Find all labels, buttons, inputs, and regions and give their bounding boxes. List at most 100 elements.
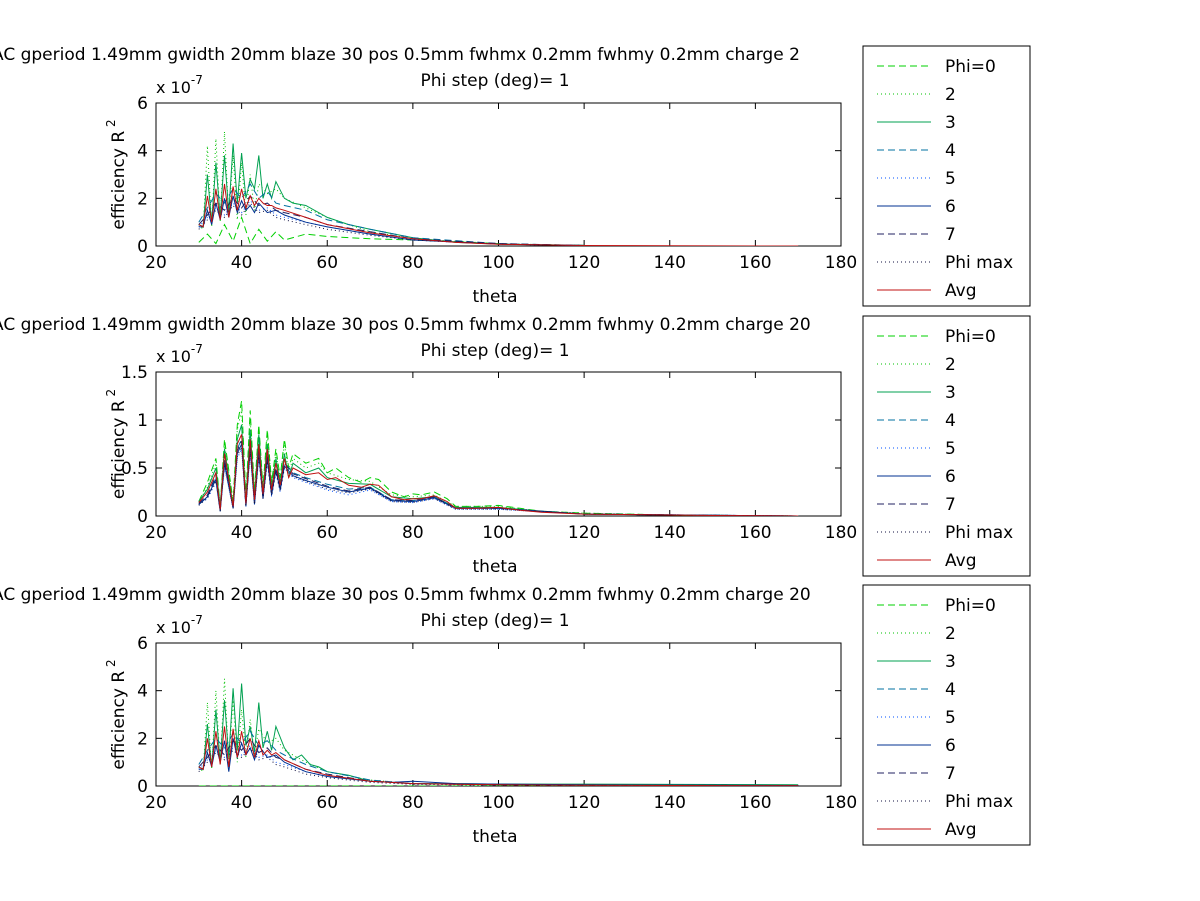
x-axis-label: theta [473,557,518,577]
x-tick-label: 180 [825,523,857,543]
x-tick-label: 120 [568,793,600,813]
x-tick-label: 80 [402,793,424,813]
y-axis-label: efficiency R 2 [104,119,129,229]
legend-entry: Phi=0 [945,327,996,347]
x-tick-label: 20 [145,793,167,813]
legend-entry: 5 [945,439,956,459]
legend-entry: 3 [945,113,956,133]
series-line-7 [198,195,585,246]
x-tick-label: 100 [482,253,514,273]
series-line-4 [198,730,799,786]
series-line-3 [198,683,799,786]
legend-entry: 4 [945,680,956,700]
legend-box [862,584,1031,846]
legend: Phi=0 2 3 4 5 6 7 Phi max Avg [862,584,1031,846]
chart-subtitle: Phi step (deg)= 1 [420,71,569,91]
series-line-avg [198,183,799,246]
legend: Phi=0 2 3 4 5 6 7 Phi max Avg [862,45,1031,307]
x-tick-label: 60 [316,523,338,543]
x-tick-label: 80 [402,523,424,543]
exponent-label: x 10-7 [156,342,203,366]
y-axis-label-sup: 2 [104,659,118,670]
legend-entry: 5 [945,169,956,189]
plot-area [155,102,842,247]
y-tick-label: 6 [137,634,148,654]
y-tick-label: 0 [137,777,148,797]
series-line-phi-max [198,202,585,246]
x-tick-label: 160 [739,793,771,813]
legend-entry: 4 [945,141,956,161]
x-tick-label: 160 [739,523,771,543]
exponent-label: x 10-7 [156,613,203,637]
legend-entry: 3 [945,652,956,672]
chart-1: AC gperiod 1.49mm gwidth 20mm blaze 30 p… [0,45,1031,307]
x-tick-label: 40 [231,523,253,543]
series-group [198,131,799,246]
legend-entry: Phi=0 [945,596,996,616]
legend-box [862,45,1031,307]
series-group [198,400,799,516]
y-axis-label-sup: 2 [104,119,118,130]
plot-area [155,642,842,787]
series-line-2 [198,410,799,516]
legend-entry: 2 [945,624,956,644]
legend-box [862,315,1031,577]
legend-entry: Phi max [945,253,1013,273]
x-tick-label: 20 [145,523,167,543]
series-line-phi-0 [198,215,499,245]
x-tick-label: 80 [402,253,424,273]
legend-entry: 7 [945,225,956,245]
series-line-6 [198,195,585,246]
legend-entry: 2 [945,85,956,105]
y-tick-label: 4 [137,142,148,162]
legend-entry: 6 [945,467,956,487]
chart-2: AC gperiod 1.49mm gwidth 20mm blaze 30 p… [0,315,1031,577]
chart-title: AC gperiod 1.49mm gwidth 20mm blaze 30 p… [0,585,811,605]
exponent-sup: -7 [191,342,203,356]
y-tick-label: 0 [137,507,148,527]
y-tick-label: 1 [137,411,148,431]
legend-entry: Phi max [945,523,1013,543]
y-axis-label: efficiency R 2 [104,389,129,499]
series-line-2 [198,131,585,246]
legend-entry: 2 [945,355,956,375]
series-line-phi-0 [198,400,799,516]
x-tick-label: 100 [482,793,514,813]
x-tick-label: 40 [231,793,253,813]
x-tick-label: 120 [568,523,600,543]
y-tick-label: 0.5 [121,459,148,479]
legend-entry: 3 [945,383,956,403]
legend-entry: 6 [945,736,956,756]
x-tick-label: 160 [739,253,771,273]
y-tick-label: 1.5 [121,363,148,383]
legend-entry: Avg [945,281,977,301]
chart-3: AC gperiod 1.49mm gwidth 20mm blaze 30 p… [0,584,1031,847]
chart-title: AC gperiod 1.49mm gwidth 20mm blaze 30 p… [0,315,811,335]
series-line-avg [198,434,799,516]
exponent-sup: -7 [191,613,203,627]
y-axis-label-sup: 2 [104,389,118,400]
y-tick-label: 6 [137,94,148,114]
series-line-4 [198,183,585,246]
series-line-avg [198,726,799,786]
x-tick-label: 120 [568,253,600,273]
series-line-2 [198,678,799,786]
y-tick-label: 2 [137,729,148,749]
y-tick-label: 4 [137,682,148,702]
x-tick-label: 140 [654,793,686,813]
x-tick-label: 20 [145,253,167,273]
legend-entry: 5 [945,708,956,728]
x-tick-label: 40 [231,253,253,273]
x-tick-label: 140 [654,523,686,543]
x-tick-label: 180 [825,253,857,273]
legend-entry: Avg [945,551,977,571]
chart-subtitle: Phi step (deg)= 1 [420,341,569,361]
legend: Phi=0 2 3 4 5 6 7 Phi max Avg [862,315,1031,577]
x-tick-label: 60 [316,253,338,273]
series-line-5 [198,448,799,516]
legend-entry: Avg [945,820,977,840]
y-tick-label: 0 [137,237,148,257]
x-tick-label: 60 [316,793,338,813]
series-line-3 [198,143,585,246]
